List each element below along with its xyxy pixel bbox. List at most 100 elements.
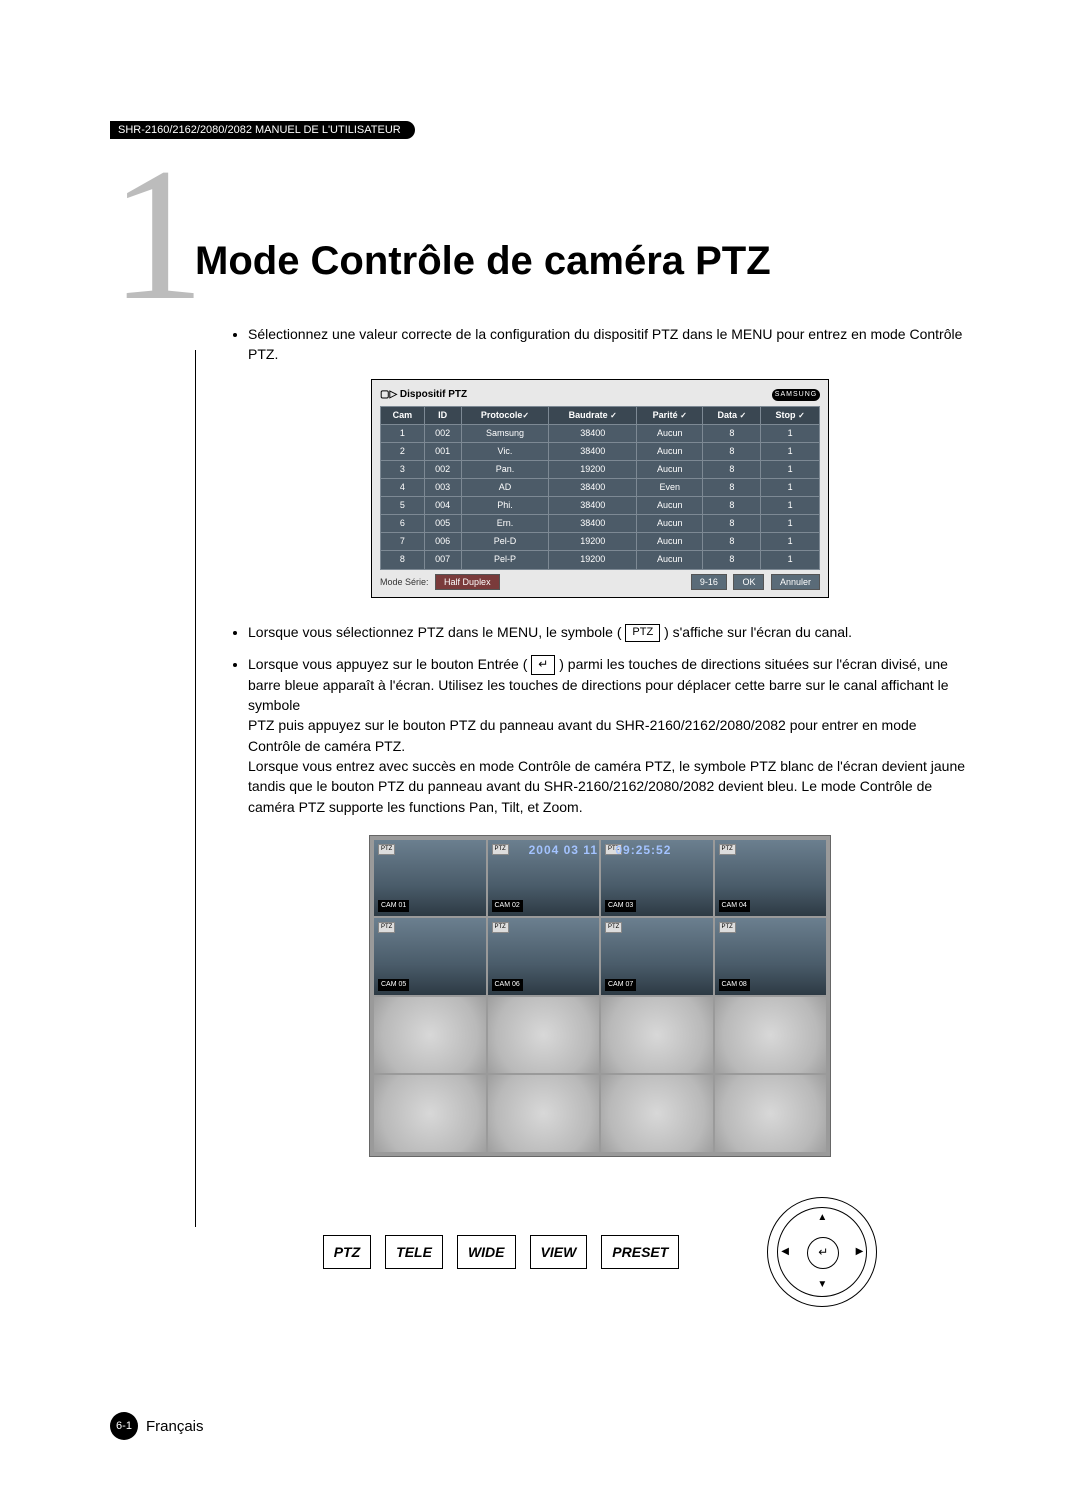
- col-cam: Cam: [381, 407, 425, 425]
- preview-cell: [488, 1075, 600, 1152]
- table-cell: 006: [424, 533, 461, 551]
- table-cell: Aucun: [637, 533, 703, 551]
- table-cell: 002: [424, 425, 461, 443]
- chapter-number: 1: [110, 140, 205, 330]
- mode-serie-value[interactable]: Half Duplex: [435, 574, 500, 590]
- preview-cell: [374, 1075, 486, 1152]
- preview-cell: PTZ CAM 07: [601, 918, 713, 995]
- table-cell: Phi.: [461, 497, 549, 515]
- table-cell: 8: [703, 425, 761, 443]
- device-panel-title: Dispositif PTZ: [400, 389, 467, 400]
- table-cell: 1: [761, 425, 820, 443]
- mode-serie-label: Mode Série:: [380, 577, 429, 587]
- bullet-3: Lorsque vous appuyez sur le bouton Entré…: [248, 654, 970, 817]
- cam-label: CAM 04: [719, 900, 750, 912]
- table-row: 8007Pel-P19200Aucun81: [381, 551, 820, 569]
- enter-inline-icon: ↵: [531, 655, 555, 674]
- table-cell: 8: [703, 515, 761, 533]
- table-cell: Samsung: [461, 425, 549, 443]
- screen-datetime: 2004 03 11 09:25:52: [370, 842, 830, 859]
- table-cell: 004: [424, 497, 461, 515]
- cancel-button[interactable]: Annuler: [771, 574, 820, 590]
- table-cell: Pel-P: [461, 551, 549, 569]
- preview-cell: PTZ CAM 08: [715, 918, 827, 995]
- table-cell: 001: [424, 443, 461, 461]
- table-cell: 7: [381, 533, 425, 551]
- preview-cell: [374, 997, 486, 1074]
- col-parite: Parité ✓: [637, 407, 703, 425]
- table-row: 7006Pel-D19200Aucun81: [381, 533, 820, 551]
- table-cell: 8: [381, 551, 425, 569]
- table-cell: 1: [761, 461, 820, 479]
- ptz-device-panel: ▢▷ Dispositif PTZ SAMSUNG Cam ID Protoco…: [371, 379, 829, 598]
- dpad-right[interactable]: ▶: [856, 1245, 864, 1260]
- page-title: Mode Contrôle de caméra PTZ: [195, 239, 970, 284]
- ptz-tag-icon: PTZ: [719, 922, 736, 933]
- table-cell: Aucun: [637, 497, 703, 515]
- dpad-left[interactable]: ◀: [781, 1245, 789, 1260]
- dpad-up[interactable]: ▲: [817, 1211, 827, 1226]
- cam-label: CAM 05: [378, 979, 409, 991]
- ok-button[interactable]: OK: [733, 574, 764, 590]
- table-cell: Aucun: [637, 515, 703, 533]
- ptz-tag-icon: PTZ: [605, 922, 622, 933]
- ptz-tag-icon: PTZ: [378, 922, 395, 933]
- table-row: 1002Samsung38400Aucun81: [381, 425, 820, 443]
- page-footer: 6-1 Français: [110, 1412, 204, 1440]
- vertical-rule: [195, 350, 196, 1227]
- bullet-1: Sélectionnez une valeur correcte de la c…: [248, 324, 970, 365]
- table-cell: Ern.: [461, 515, 549, 533]
- tele-button[interactable]: TELE: [385, 1235, 443, 1269]
- wide-button[interactable]: WIDE: [457, 1235, 516, 1269]
- dpad-down[interactable]: ▼: [817, 1278, 827, 1293]
- table-cell: 3: [381, 461, 425, 479]
- ptz-tag-icon: PTZ: [492, 922, 509, 933]
- table-cell: 2: [381, 443, 425, 461]
- preview-cell: [601, 1075, 713, 1152]
- preview-cell: [601, 997, 713, 1074]
- table-cell: 38400: [549, 497, 637, 515]
- table-cell: 8: [703, 479, 761, 497]
- cam-label: CAM 01: [378, 900, 409, 912]
- cam-label: CAM 03: [605, 900, 636, 912]
- range-button[interactable]: 9-16: [691, 574, 727, 590]
- bullet-2: Lorsque vous sélectionnez PTZ dans le ME…: [248, 622, 970, 642]
- table-cell: 38400: [549, 443, 637, 461]
- preview-cell: PTZ CAM 05: [374, 918, 486, 995]
- table-cell: 1: [761, 479, 820, 497]
- table-cell: 4: [381, 479, 425, 497]
- device-table: Cam ID Protocole✓ Baudrate ✓ Parité ✓ Da…: [380, 406, 820, 569]
- col-id: ID: [424, 407, 461, 425]
- cam-label: CAM 08: [719, 979, 750, 991]
- preset-button[interactable]: PRESET: [601, 1235, 679, 1269]
- samsung-logo: SAMSUNG: [772, 389, 820, 401]
- table-cell: 1: [761, 533, 820, 551]
- table-cell: 005: [424, 515, 461, 533]
- direction-pad: ▲ ▼ ◀ ▶ ↵: [767, 1197, 877, 1307]
- page-number-badge: 6-1: [110, 1412, 138, 1440]
- preview-cell: PTZ CAM 06: [488, 918, 600, 995]
- table-row: 4003AD38400Even81: [381, 479, 820, 497]
- table-cell: Aucun: [637, 551, 703, 569]
- col-baudrate: Baudrate ✓: [549, 407, 637, 425]
- table-row: 5004Phi.38400Aucun81: [381, 497, 820, 515]
- ptz-inline-icon: PTZ: [625, 624, 660, 642]
- cam-label: CAM 06: [492, 979, 523, 991]
- table-cell: Aucun: [637, 443, 703, 461]
- table-cell: 19200: [549, 551, 637, 569]
- preview-cell: [715, 1075, 827, 1152]
- dpad-enter[interactable]: ↵: [807, 1237, 839, 1269]
- view-button[interactable]: VIEW: [530, 1235, 588, 1269]
- table-cell: 1: [761, 515, 820, 533]
- cam-label: CAM 07: [605, 979, 636, 991]
- table-cell: 38400: [549, 479, 637, 497]
- table-cell: 38400: [549, 425, 637, 443]
- screen-preview: PTZCAM 01PTZCAM 02PTZCAM 03PTZCAM 04PTZC…: [369, 835, 831, 1157]
- hardware-button-row: PTZ TELE WIDE VIEW PRESET ▲ ▼ ◀ ▶ ↵: [230, 1197, 970, 1307]
- table-cell: 5: [381, 497, 425, 515]
- ptz-button[interactable]: PTZ: [323, 1235, 371, 1269]
- table-cell: Pel-D: [461, 533, 549, 551]
- footer-language: Français: [146, 1418, 204, 1435]
- table-cell: 19200: [549, 461, 637, 479]
- table-cell: 8: [703, 443, 761, 461]
